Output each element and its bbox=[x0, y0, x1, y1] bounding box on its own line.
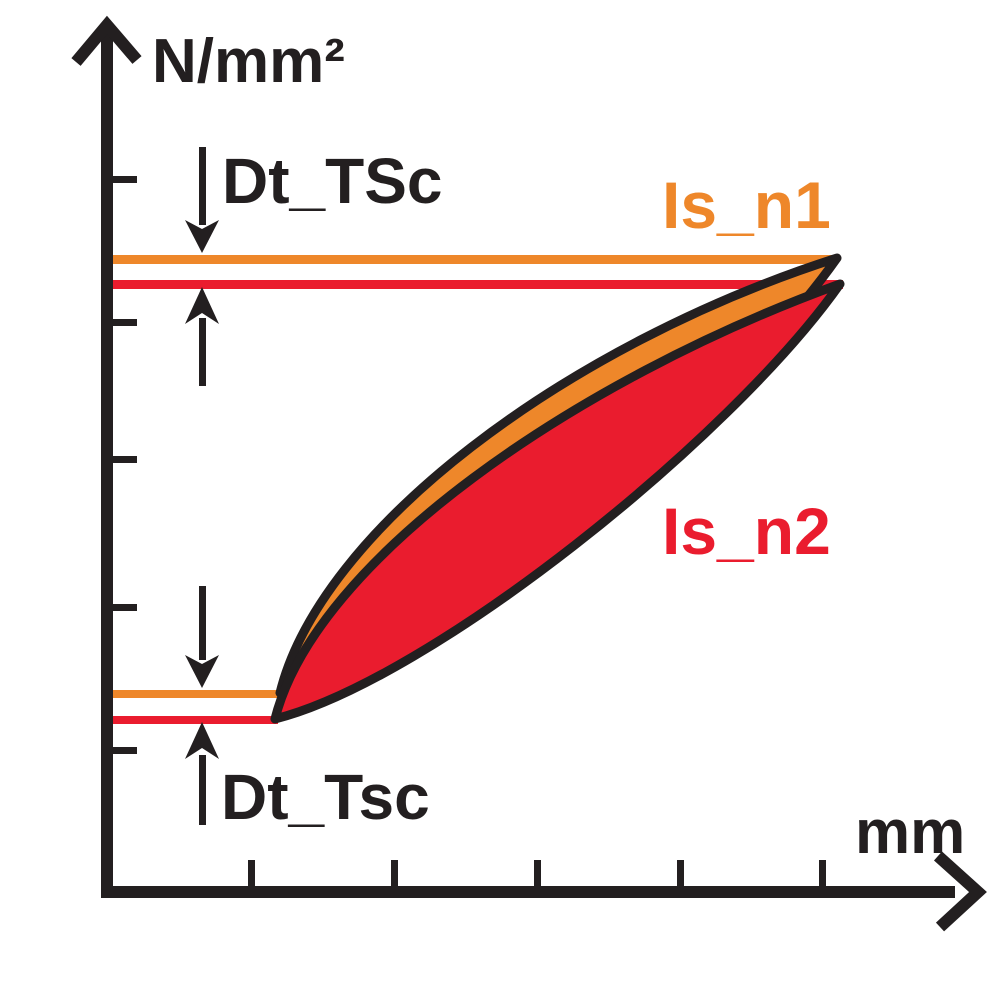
series-is-n2-label: Is_n2 bbox=[662, 494, 831, 568]
bottom-red-level-line bbox=[103, 716, 278, 724]
x-axis-tick bbox=[248, 860, 255, 892]
x-axis-tick bbox=[677, 860, 684, 892]
top-up-arrow-head-icon bbox=[185, 287, 219, 324]
top-down-arrow-shaft bbox=[199, 147, 206, 225]
delta-bottom-label: Dt_Tsc bbox=[221, 761, 430, 833]
top-down-arrow-head-icon bbox=[185, 220, 219, 253]
bottom-down-arrow-shaft bbox=[199, 586, 206, 660]
bottom-measurement-arrows bbox=[185, 586, 219, 825]
top-measurement-arrows bbox=[185, 147, 219, 386]
y-axis-tick bbox=[105, 604, 137, 611]
bottom-up-arrow-head-icon bbox=[185, 722, 219, 759]
x-axis-tick bbox=[819, 860, 826, 892]
x-axis-tick bbox=[391, 860, 398, 892]
series-is-n1-label: Is_n1 bbox=[662, 168, 831, 242]
axes bbox=[71, 15, 987, 932]
y-axis-unit-label: N/mm² bbox=[152, 27, 345, 96]
x-axis-line bbox=[101, 886, 955, 898]
y-axis-tick bbox=[105, 456, 137, 463]
y-axis-arrow-icon bbox=[71, 15, 142, 66]
top-red-level-line bbox=[103, 280, 843, 289]
x-axis-unit-label: mm bbox=[855, 798, 965, 867]
hysteresis-loop-is-n2 bbox=[270, 279, 845, 724]
y-axis-tick bbox=[105, 176, 137, 183]
bottom-up-arrow-shaft bbox=[199, 755, 206, 825]
bottom-orange-level-line bbox=[103, 690, 285, 698]
top-up-arrow-shaft bbox=[199, 318, 206, 386]
delta-top-label: Dt_TSc bbox=[222, 145, 443, 217]
bottom-down-arrow-head-icon bbox=[185, 655, 219, 688]
x-axis-arrow-icon bbox=[933, 851, 987, 932]
y-axis-tick bbox=[105, 319, 137, 326]
x-axis-tick bbox=[534, 860, 541, 892]
top-orange-level-line bbox=[103, 255, 838, 264]
y-axis-tick bbox=[105, 747, 137, 754]
